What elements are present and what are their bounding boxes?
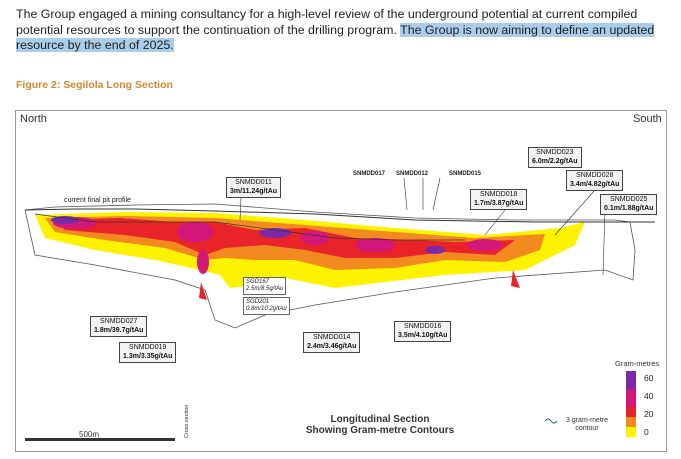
- contour-icon: [544, 418, 558, 424]
- drill-box-snmdd027: SNMDD027 1.8m/39.7g/tAu: [90, 316, 148, 337]
- pod-4: [355, 238, 395, 252]
- pit-floor-line: [34, 213, 465, 241]
- sgd-box-2: SGD201 0.8m/10.2g/tAu: [243, 297, 290, 315]
- arrow-2: [511, 270, 520, 288]
- legend-bar-purple: [626, 371, 636, 389]
- pod-8: [425, 246, 445, 254]
- cross-section-label: Cross section: [184, 404, 190, 438]
- drill-box-snmdd011: SNMDD011 3m/11.24g/tAu: [226, 177, 282, 198]
- legend-tick-0: 0: [644, 427, 649, 437]
- pod-6: [51, 216, 79, 224]
- drill-box-snmdd014: SNMDD014 2.4m/3.46g/tAu: [303, 332, 361, 353]
- arrow-1: [199, 282, 207, 300]
- legend-tick-60: 60: [644, 373, 654, 383]
- pit-profile-label: current final pit profile: [64, 197, 131, 204]
- scale-label: 500m: [79, 430, 100, 439]
- scale-bar: [25, 438, 175, 441]
- legend-bar-magenta: [626, 389, 636, 407]
- legend-tick-40: 40: [644, 391, 654, 401]
- drill-box-snmdd025: SNMDD025 0.1m/1.88g/tAu: [600, 194, 658, 215]
- hole-label-1: SNMDD017: [353, 171, 386, 177]
- paragraph-text: The Group engaged a mining consultancy f…: [16, 7, 638, 37]
- pit-profile-line: [24, 208, 655, 223]
- long-section-drawing: [15, 110, 667, 452]
- pod-5: [467, 239, 503, 251]
- drill-box-snmdd028: SNMDD028 3.4m/4.82g/tAu: [566, 170, 624, 191]
- pod-3: [301, 231, 329, 245]
- contour-red: [55, 218, 515, 258]
- sgd-box-1: SGD167 2.5m/8.5g/tAu: [243, 277, 287, 295]
- drill-box-snmdd018: SNMDD018 1.7m/3.87g/tAu: [470, 189, 528, 210]
- hole-label-3: SNMDD015: [449, 171, 482, 177]
- legend-tick-20: 20: [644, 409, 654, 419]
- pod-9: [197, 250, 209, 274]
- figure-caption: Figure 2: Segilola Long Section: [16, 79, 173, 91]
- hole-label-2: SNMDD012: [396, 171, 429, 177]
- drill-box-snmdd019: SNMDD019 1.3m/3.35g/tAu: [119, 342, 177, 363]
- legend-bar-red: [626, 407, 636, 417]
- legend-title: Gram-metres: [615, 359, 660, 368]
- north-label: North: [20, 113, 47, 125]
- drill-box-snmdd023: SNMDD023 6.0m/2.2g/tAu: [528, 147, 582, 168]
- drill-box-snmdd016: SNMDD016 3.5m/4.10g/tAu: [394, 321, 452, 342]
- pod-2: [177, 222, 213, 242]
- pod-7: [259, 228, 291, 238]
- body-paragraph: The Group engaged a mining consultancy f…: [16, 7, 671, 54]
- contour-note: 3 gram-metre contour: [565, 417, 608, 432]
- legend-bar-yellow: [626, 427, 636, 437]
- south-label: South: [633, 113, 662, 125]
- section-title: Longitudinal Section Showing Gram-metre C…: [305, 414, 455, 436]
- legend-bar-orange: [626, 417, 636, 427]
